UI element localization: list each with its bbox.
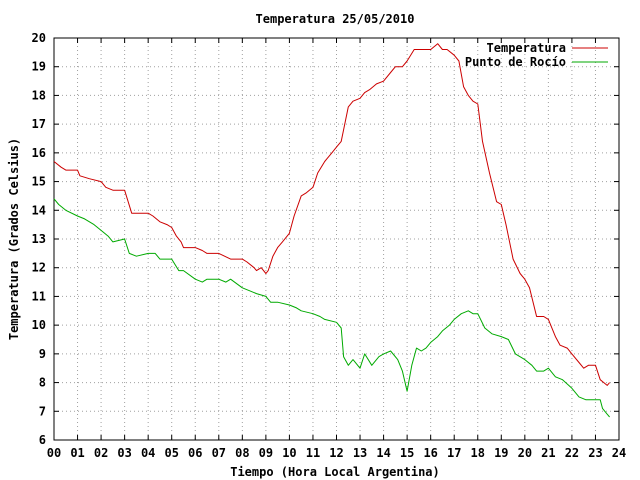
chart-title: Temperatura 25/05/2010: [256, 12, 415, 26]
x-tick-label: 11: [306, 446, 320, 460]
series-lines: [53, 43, 610, 418]
x-tick-label: 23: [588, 446, 602, 460]
x-tick-label: 03: [117, 446, 131, 460]
y-tick-label: 18: [32, 88, 46, 102]
y-tick-label: 16: [32, 146, 46, 160]
legend: Temperatura Punto de Rocío: [465, 41, 608, 69]
x-tick-label: 08: [235, 446, 249, 460]
y-tick-label: 13: [32, 232, 46, 246]
y-tick-label: 15: [32, 175, 46, 189]
y-tick-label: 7: [39, 404, 46, 418]
legend-label-temperatura: Temperatura: [487, 41, 566, 55]
x-tick-label: 07: [212, 446, 226, 460]
x-tick-label: 05: [164, 446, 178, 460]
x-tick-label: 15: [400, 446, 414, 460]
y-tick-label: 6: [39, 433, 46, 447]
x-tick-label: 04: [141, 446, 155, 460]
x-tick-label: 13: [353, 446, 367, 460]
y-tick-label: 19: [32, 60, 46, 74]
x-tick-label: 19: [494, 446, 508, 460]
x-tick-label: 22: [565, 446, 579, 460]
y-tick-label: 12: [32, 261, 46, 275]
x-tick-label: 12: [329, 446, 343, 460]
y-tick-label: 11: [32, 289, 46, 303]
grid: [54, 38, 619, 440]
y-axis-ticks: 6 7 8 9 10 11 12 13 14 15 16 17 18 19 20: [32, 31, 619, 447]
x-tick-label: 02: [94, 446, 108, 460]
x-tick-label: 20: [518, 446, 532, 460]
x-tick-label: 24: [612, 446, 626, 460]
x-axis-ticks: 00 01 02 03 04 05 06 07 08 09 10 11 12 13 14 15 16 17 18 19…: [47, 38, 626, 460]
y-tick-label: 8: [39, 376, 46, 390]
series-line-punto-de-rocio: [53, 198, 610, 418]
y-axis-label: Temperatura (Grados Celsius): [7, 138, 21, 340]
x-axis-label: Tiempo (Hora Local Argentina): [230, 465, 440, 479]
y-tick-label: 17: [32, 117, 46, 131]
x-tick-label: 06: [188, 446, 202, 460]
series-line-temperatura: [53, 43, 610, 386]
y-tick-label: 14: [32, 203, 46, 217]
y-tick-label: 9: [39, 347, 46, 361]
legend-label-punto-de-rocio: Punto de Rocío: [465, 55, 566, 69]
y-tick-label: 20: [32, 31, 46, 45]
x-tick-label: 09: [259, 446, 273, 460]
x-tick-label: 17: [447, 446, 461, 460]
x-tick-label: 18: [471, 446, 485, 460]
x-tick-label: 10: [282, 446, 296, 460]
x-tick-label: 16: [423, 446, 437, 460]
x-tick-label: 21: [541, 446, 555, 460]
x-tick-label: 14: [376, 446, 390, 460]
y-tick-label: 10: [32, 318, 46, 332]
x-tick-label: 00: [47, 446, 61, 460]
x-tick-label: 01: [70, 446, 84, 460]
